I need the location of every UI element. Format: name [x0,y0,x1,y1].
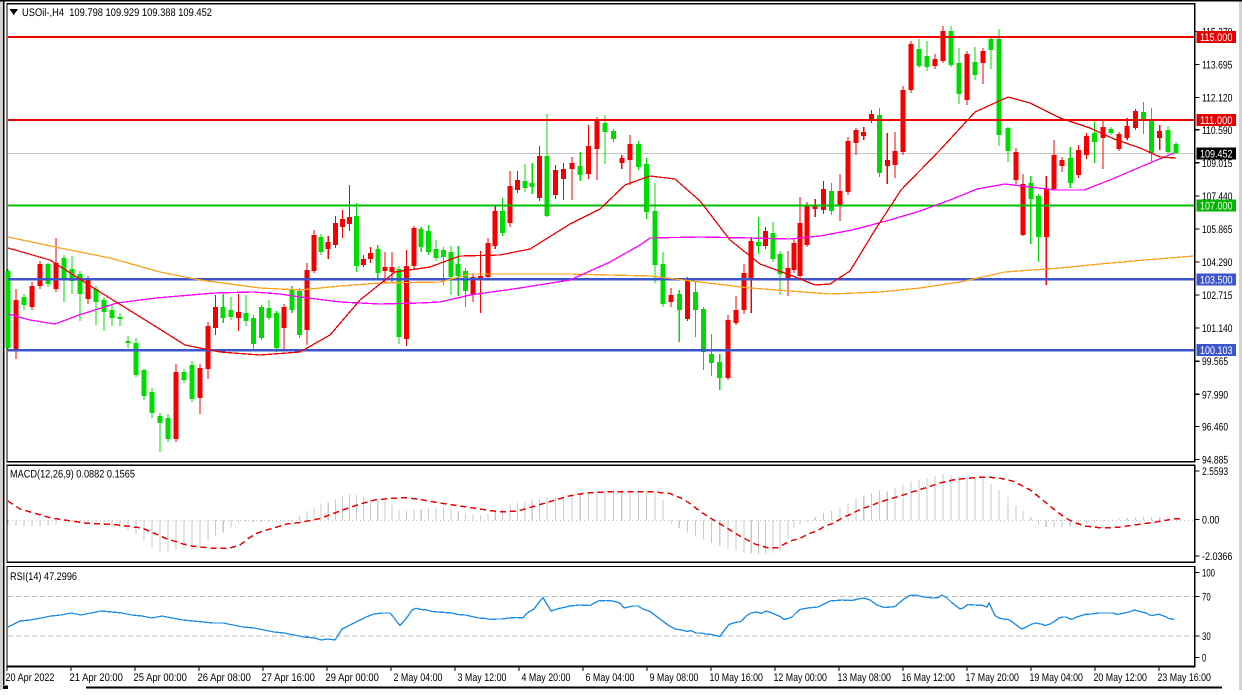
svg-text:0: 0 [1202,653,1206,665]
svg-text:70: 70 [1202,592,1211,604]
svg-text:111.000: 111.000 [1200,115,1233,127]
svg-text:109.452: 109.452 [1200,149,1233,161]
svg-text:30: 30 [1202,631,1211,643]
svg-text:29 Apr 00:00: 29 Apr 00:00 [326,672,379,684]
svg-text:115.000: 115.000 [1200,32,1233,44]
svg-text:21 Apr 20:00: 21 Apr 20:00 [70,672,123,684]
svg-text:13 May 08:00: 13 May 08:00 [838,672,891,684]
svg-text:2 May 04:00: 2 May 04:00 [394,672,443,684]
svg-text:101.140: 101.140 [1202,323,1232,335]
svg-text:25 Apr 00:00: 25 Apr 00:00 [134,672,187,684]
svg-text:USOil-,H4 109.798 109.929 109: USOil-,H4 109.798 109.929 109.388 109.45… [22,7,212,19]
svg-text:20 May 12:00: 20 May 12:00 [1094,672,1147,684]
svg-text:6 May 04:00: 6 May 04:00 [586,672,635,684]
svg-text:MACD(12,26,9) 0.0882 0.1565: MACD(12,26,9) 0.0882 0.1565 [10,469,135,481]
svg-text:27 Apr 16:00: 27 Apr 16:00 [262,672,315,684]
svg-text:4 May 20:00: 4 May 20:00 [522,672,571,684]
svg-text:-2.0366: -2.0366 [1202,551,1232,563]
svg-text:100.103: 100.103 [1200,345,1233,357]
svg-text:20 Apr 2022: 20 Apr 2022 [6,672,55,684]
svg-text:104.290: 104.290 [1202,257,1232,269]
svg-text:109.015: 109.015 [1202,158,1232,170]
svg-text:97.990: 97.990 [1202,389,1228,401]
svg-text:12 May 00:00: 12 May 00:00 [774,672,827,684]
svg-text:19 May 04:00: 19 May 04:00 [1030,672,1083,684]
svg-text:112.120: 112.120 [1202,93,1232,105]
svg-text:100: 100 [1202,568,1215,580]
svg-text:16 May 12:00: 16 May 12:00 [902,672,955,684]
svg-text:9 May 08:00: 9 May 08:00 [650,672,699,684]
svg-text:105.865: 105.865 [1202,224,1232,236]
svg-text:17 May 20:00: 17 May 20:00 [966,672,1019,684]
svg-text:107.000: 107.000 [1200,200,1233,212]
svg-text:26 Apr 08:00: 26 Apr 08:00 [198,672,251,684]
svg-text:102.715: 102.715 [1202,290,1232,302]
svg-text:99.565: 99.565 [1202,356,1228,368]
svg-text:103.500: 103.500 [1200,274,1233,286]
svg-text:3 May 12:00: 3 May 12:00 [458,672,507,684]
svg-text:23 May 16:00: 23 May 16:00 [1158,672,1211,684]
svg-text:94.885: 94.885 [1202,455,1228,467]
svg-text:96.460: 96.460 [1202,421,1228,433]
svg-text:0.00: 0.00 [1202,515,1219,527]
svg-text:RSI(14) 47.2996: RSI(14) 47.2996 [10,571,77,583]
svg-text:110.590: 110.590 [1202,125,1232,137]
svg-text:10 May 16:00: 10 May 16:00 [710,672,763,684]
svg-text:2.5593: 2.5593 [1202,466,1228,478]
svg-text:113.695: 113.695 [1202,60,1232,72]
